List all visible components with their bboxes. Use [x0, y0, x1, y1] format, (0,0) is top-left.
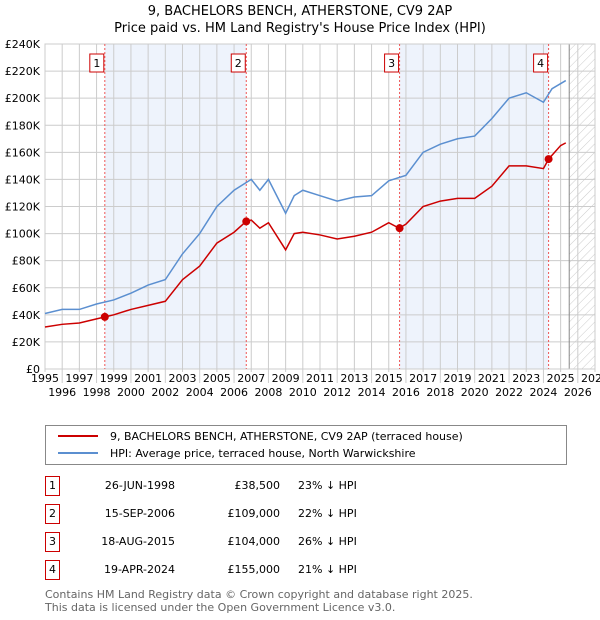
- x-tick-label: 2001: [134, 372, 162, 385]
- y-tick-label: £220K: [5, 65, 41, 78]
- x-tick-label: 2017: [409, 372, 437, 385]
- y-tick-label: £100K: [5, 228, 41, 241]
- footer-line2: This data is licensed under the Open Gov…: [45, 601, 396, 614]
- x-tick-label: 2010: [289, 386, 317, 399]
- sale-hpi-diff: 21% ↓ HPI: [298, 563, 357, 576]
- sale-number: 1: [45, 476, 60, 496]
- x-tick-label: 1999: [100, 372, 128, 385]
- x-tick-label: 2008: [254, 386, 282, 399]
- table-row: 4 19-APR-2024 £155,000 21% ↓ HPI: [45, 560, 465, 580]
- footer: Contains HM Land Registry data © Crown c…: [45, 588, 473, 614]
- sale-point-2: [242, 217, 251, 226]
- x-tick-label: 2005: [203, 372, 231, 385]
- sale-label-box-1: [89, 53, 105, 73]
- y-tick-label: £160K: [5, 146, 41, 159]
- sale-price: £155,000: [227, 563, 281, 576]
- x-tick-label: 2027: [581, 372, 600, 385]
- x-tick-label: 2022: [495, 386, 523, 399]
- sale-date: 26-JUN-1998: [104, 479, 175, 492]
- sale-label-box-2: [230, 53, 246, 73]
- sale-point-3: [395, 224, 404, 233]
- sale-number: 3: [45, 532, 60, 552]
- legend-label-property: 9, BACHELORS BENCH, ATHERSTONE, CV9 2AP …: [110, 429, 463, 443]
- sale-point-4: [544, 155, 553, 164]
- y-tick-label: £60K: [12, 282, 41, 295]
- footer-line1: Contains HM Land Registry data © Crown c…: [45, 588, 473, 601]
- x-tick-label: 2006: [220, 386, 248, 399]
- sale-label-3: 3: [388, 57, 395, 70]
- table-row: 3 18-AUG-2015 £104,000 26% ↓ HPI: [45, 532, 465, 552]
- x-tick-label: 2009: [272, 372, 300, 385]
- x-tick-label: 1997: [65, 372, 93, 385]
- x-tick-label: 1998: [83, 386, 111, 399]
- x-tick-label: 2025: [547, 372, 575, 385]
- y-tick-label: £80K: [12, 255, 41, 268]
- chart-subtitle: Price paid vs. HM Land Registry's House …: [114, 21, 486, 36]
- sale-label-box-4: [533, 53, 549, 73]
- x-tick-label: 2003: [169, 372, 197, 385]
- legend-swatch-hpi: [58, 452, 98, 454]
- x-tick-label: 2007: [237, 372, 265, 385]
- x-tick-label: 2014: [358, 386, 386, 399]
- y-tick-label: £40K: [12, 309, 41, 322]
- sale-hpi-diff: 22% ↓ HPI: [298, 507, 357, 520]
- y-tick-label: £200K: [5, 92, 41, 105]
- y-tick-label: £140K: [5, 173, 41, 186]
- table-row: 2 15-SEP-2006 £109,000 22% ↓ HPI: [45, 504, 465, 524]
- sale-number: 4: [45, 560, 60, 580]
- sale-date: 18-AUG-2015: [101, 535, 175, 548]
- sale-number: 2: [45, 504, 60, 524]
- x-tick-label: 2023: [512, 372, 540, 385]
- x-tick-label: 2000: [117, 386, 145, 399]
- sale-label-2: 2: [235, 57, 242, 70]
- x-tick-label: 2024: [529, 386, 557, 399]
- sale-price: £104,000: [227, 535, 281, 548]
- property-price-line: [44, 142, 567, 328]
- plot-area: 1995199619971998199920002001200220032004…: [5, 38, 600, 399]
- sale-price: £38,500: [234, 479, 281, 492]
- x-tick-label: 2020: [461, 386, 489, 399]
- x-tick-label: 2016: [392, 386, 420, 399]
- y-tick-label: £120K: [5, 201, 41, 214]
- x-tick-label: 2019: [444, 372, 472, 385]
- x-tick-label: 1995: [31, 372, 59, 385]
- sale-price: £109,000: [227, 507, 281, 520]
- legend-label-hpi: HPI: Average price, terraced house, Nort…: [110, 446, 416, 460]
- legend-swatch-property: [58, 435, 98, 437]
- x-tick-label: 2011: [306, 372, 334, 385]
- x-tick-label: 2013: [340, 372, 368, 385]
- x-tick-label: 2004: [186, 386, 214, 399]
- x-tick-label: 1996: [48, 386, 76, 399]
- sale-date: 15-SEP-2006: [104, 507, 175, 520]
- sale-date: 19-APR-2024: [103, 563, 175, 576]
- x-tick-label: 2012: [323, 386, 351, 399]
- y-tick-label: £180K: [5, 119, 41, 132]
- sale-point-1: [100, 312, 109, 321]
- chart-title: 9, BACHELORS BENCH, ATHERSTONE, CV9 2AP: [147, 4, 453, 19]
- x-tick-label: 2015: [375, 372, 403, 385]
- sale-hpi-diff: 26% ↓ HPI: [298, 535, 357, 548]
- x-tick-label: 2002: [151, 386, 179, 399]
- x-tick-label: 2021: [478, 372, 506, 385]
- y-tick-label: £240K: [5, 38, 41, 51]
- x-tick-label: 2018: [426, 386, 454, 399]
- sale-label-box-3: [384, 53, 400, 73]
- legend: 9, BACHELORS BENCH, ATHERSTONE, CV9 2AP …: [45, 425, 567, 465]
- x-tick-label: 2026: [564, 386, 592, 399]
- y-tick-label: £0: [26, 363, 40, 376]
- table-row: 1 26-JUN-1998 £38,500 23% ↓ HPI: [45, 476, 465, 496]
- hpi-line: [44, 79, 567, 315]
- y-tick-label: £20K: [12, 336, 41, 349]
- sale-label-4: 4: [537, 57, 544, 70]
- plot-border: [44, 43, 596, 370]
- sale-hpi-diff: 23% ↓ HPI: [298, 479, 357, 492]
- sale-label-1: 1: [93, 57, 100, 70]
